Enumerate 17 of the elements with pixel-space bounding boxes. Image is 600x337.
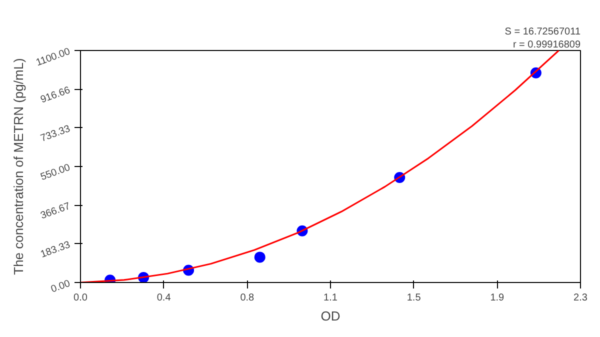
y-tick-label: 916.66	[39, 84, 72, 106]
y-tick-label: 0.00	[50, 278, 72, 296]
y-tick-label: 733.33	[39, 123, 72, 144]
x-tick-label: 2.3	[574, 292, 588, 304]
x-tick-label: 0.4	[156, 292, 172, 304]
x-axis-title: OD	[320, 308, 340, 324]
y-axis-title: The concentration of METRN (pg/mL)	[10, 58, 26, 275]
y-tick-label: 183.33	[39, 239, 72, 260]
x-tick-label: 1.9	[490, 292, 505, 304]
text: r = 0.99916809	[512, 40, 581, 50]
x-tick-label: 1.5	[406, 292, 422, 304]
text: S = 16.72567011	[504, 26, 581, 38]
x-tick-label: 0.8	[240, 292, 255, 304]
x-tick-label: 0.0	[74, 292, 88, 304]
y-tick-label: 550.00	[39, 162, 72, 184]
x-tick-label: 1.1	[324, 292, 338, 304]
y-tick-label: 366.67	[39, 200, 72, 222]
